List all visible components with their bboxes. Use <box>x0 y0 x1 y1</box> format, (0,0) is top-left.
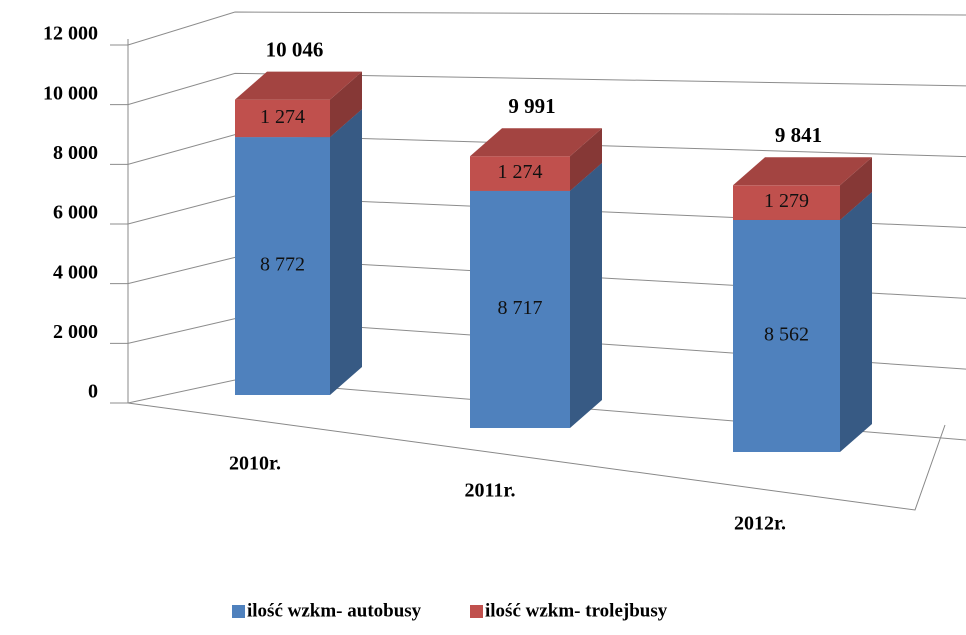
legend-swatch <box>232 605 245 618</box>
value-label: 1 274 <box>498 161 543 183</box>
bar-front <box>733 219 840 452</box>
value-label: 1 274 <box>260 106 305 128</box>
y-tick-label: 8 000 <box>53 142 98 164</box>
x-tick-label: 2010r. <box>229 453 281 475</box>
value-label: 8 562 <box>764 324 809 346</box>
bar-side <box>570 128 602 191</box>
grid-line <box>110 72 966 106</box>
bar-side <box>330 71 362 138</box>
bar-top <box>235 71 362 100</box>
legend-label: ilość wzkm- autobusy <box>247 600 422 621</box>
bar-front <box>470 156 570 191</box>
total-label: 9 841 <box>775 123 822 147</box>
bar-top <box>470 128 602 157</box>
bar-side <box>570 162 602 429</box>
legend-label: ilość wzkm- trolejbusy <box>485 600 668 621</box>
grid-line <box>110 379 966 441</box>
floor <box>127 402 946 511</box>
legend-swatch <box>470 605 483 618</box>
y-tick-label: 6 000 <box>53 202 98 224</box>
y-tick-label: 4 000 <box>53 261 98 283</box>
y-tick-label: 10 000 <box>43 82 98 104</box>
bar-front <box>470 190 570 428</box>
y-tick-label: 12 000 <box>43 23 98 45</box>
y-tick-label: 2 000 <box>53 321 98 343</box>
bar-front <box>733 185 840 220</box>
y-tick-label: 0 <box>88 381 98 403</box>
total-label: 9 991 <box>508 94 555 118</box>
x-tick-label: 2011r. <box>465 480 516 502</box>
bar-front <box>235 99 330 138</box>
total-label: 10 046 <box>266 37 324 61</box>
value-label: 8 717 <box>498 297 543 319</box>
bar-side <box>840 191 872 453</box>
x-tick-label: 2012r. <box>734 513 786 535</box>
bar-top <box>733 157 872 186</box>
bar-side <box>840 157 872 220</box>
value-label: 8 772 <box>260 254 305 276</box>
bar-side <box>330 109 362 395</box>
bar-front <box>235 137 330 395</box>
grid-line <box>110 11 966 46</box>
value-label: 1 279 <box>764 190 809 212</box>
